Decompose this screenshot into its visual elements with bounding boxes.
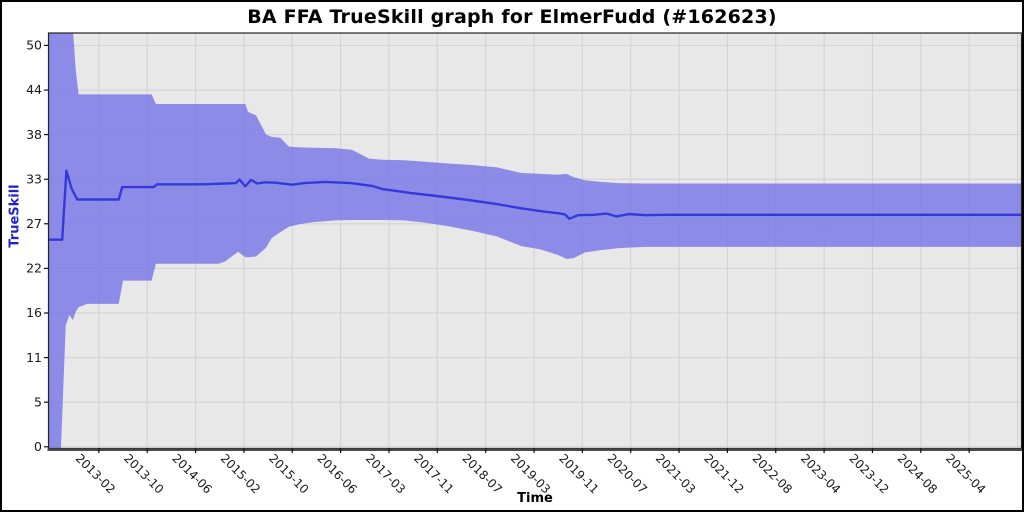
svg-text:2014-06: 2014-06 [169, 451, 214, 496]
svg-text:5: 5 [34, 394, 42, 409]
svg-text:11: 11 [26, 350, 42, 365]
svg-text:2013-10: 2013-10 [121, 451, 166, 496]
svg-text:2015-10: 2015-10 [266, 451, 311, 496]
svg-text:2021-03: 2021-03 [653, 451, 698, 496]
svg-text:2017-11: 2017-11 [411, 451, 456, 496]
svg-text:16: 16 [26, 305, 42, 320]
svg-text:2022-08: 2022-08 [750, 451, 795, 496]
svg-text:2013-02: 2013-02 [73, 451, 118, 496]
uncertainty-band [48, 33, 1022, 449]
svg-text:2021-12: 2021-12 [701, 451, 746, 496]
svg-text:2023-12: 2023-12 [846, 451, 891, 496]
svg-text:2023-04: 2023-04 [798, 451, 843, 496]
x-axis-label: Time [517, 491, 553, 506]
svg-text:2019-03: 2019-03 [508, 451, 553, 496]
svg-text:2017-03: 2017-03 [363, 451, 408, 496]
svg-text:50: 50 [26, 38, 42, 53]
svg-text:2024-08: 2024-08 [895, 451, 940, 496]
svg-text:38: 38 [26, 127, 42, 142]
svg-text:0: 0 [34, 439, 42, 454]
svg-text:2015-02: 2015-02 [218, 451, 263, 496]
svg-text:2020-07: 2020-07 [605, 451, 650, 496]
svg-text:33: 33 [26, 171, 42, 186]
svg-text:22: 22 [26, 261, 42, 276]
trueskill-line [48, 169, 1022, 241]
svg-text:2019-11: 2019-11 [556, 451, 601, 496]
svg-text:2018-07: 2018-07 [460, 451, 505, 496]
svg-text:44: 44 [26, 82, 42, 97]
svg-text:2016-06: 2016-06 [314, 451, 359, 496]
svg-text:2025-04: 2025-04 [943, 451, 988, 496]
svg-text:27: 27 [26, 216, 42, 231]
chart-title: BA FFA TrueSkill graph for ElmerFudd (#1… [247, 6, 777, 28]
x-tick-labels: 2013-02 2013-10 2014-06 2015-02 2015-10 2016-… [73, 448, 988, 497]
